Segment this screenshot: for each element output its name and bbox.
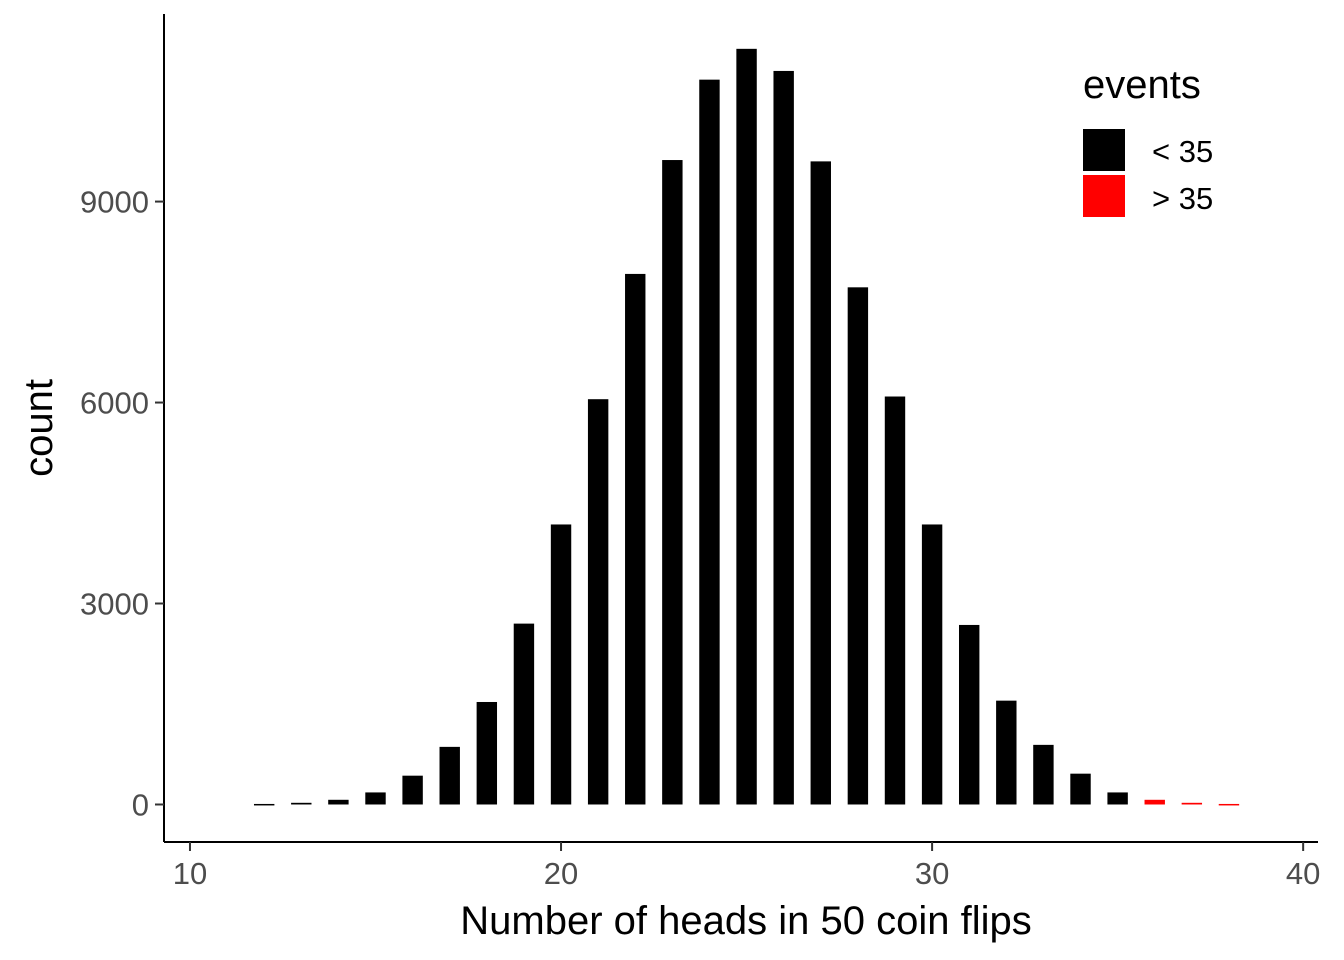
bar-below-35-x22 (625, 273, 646, 805)
y-tick-label-9000: 9000 (80, 185, 149, 220)
bar-below-35-x35 (1107, 792, 1128, 805)
legend-title: events (1083, 63, 1201, 107)
y-tick-label-0: 0 (132, 787, 149, 822)
bar-below-35-x27 (810, 161, 831, 805)
bar-below-35-x16 (402, 775, 423, 805)
bar-below-35-x21 (587, 399, 609, 805)
bar-below-35-x13 (291, 802, 312, 805)
bar-below-35-x20 (550, 524, 572, 805)
y-axis-title: count (17, 379, 61, 477)
legend: events < 35 > 35 (1083, 63, 1213, 217)
bar-below-35-x33 (1033, 744, 1054, 805)
bar-below-35-x32 (996, 700, 1017, 805)
bar-below-35-x30 (921, 524, 943, 805)
bar-above-35-x36 (1144, 799, 1165, 805)
bar-above-35-x37 (1181, 802, 1203, 805)
legend-label-greater-35: > 35 (1152, 181, 1213, 216)
bar-below-35-x28 (847, 287, 869, 805)
x-tick-label-20: 20 (544, 856, 578, 891)
legend-label-less-35: < 35 (1152, 134, 1213, 169)
bar-below-35-x31 (958, 624, 980, 805)
bar-below-35-x29 (884, 396, 906, 805)
bar-below-35-x23 (662, 160, 683, 805)
x-ticks-group: 10 20 30 40 (173, 842, 1320, 891)
bar-below-35-x26 (773, 70, 794, 805)
y-ticks-group: 0 3000 6000 9000 (80, 185, 164, 822)
bar-below-35-x25 (736, 48, 757, 805)
bar-below-35-x19 (513, 623, 535, 805)
x-tick-label-30: 30 (915, 856, 949, 891)
y-tick-label-6000: 6000 (80, 386, 149, 421)
bar-below-35-x24 (699, 79, 720, 805)
axes-group (163, 14, 1318, 843)
x-tick-label-10: 10 (173, 856, 207, 891)
bar-below-35-x12 (253, 803, 275, 806)
legend-swatch-greater-35 (1083, 175, 1125, 217)
bar-below-35-x18 (476, 701, 498, 805)
bars-group (253, 48, 1240, 806)
bar-below-35-x17 (439, 746, 460, 805)
bar-below-35-x15 (365, 792, 386, 805)
x-axis-title: Number of heads in 50 coin flips (460, 899, 1031, 943)
legend-swatch-less-35 (1083, 129, 1125, 171)
bar-below-35-x14 (328, 799, 349, 805)
bar-below-35-x34 (1070, 773, 1091, 805)
y-tick-label-3000: 3000 (80, 587, 149, 622)
bar-above-35-x38 (1218, 803, 1240, 806)
x-tick-label-40: 40 (1286, 856, 1320, 891)
